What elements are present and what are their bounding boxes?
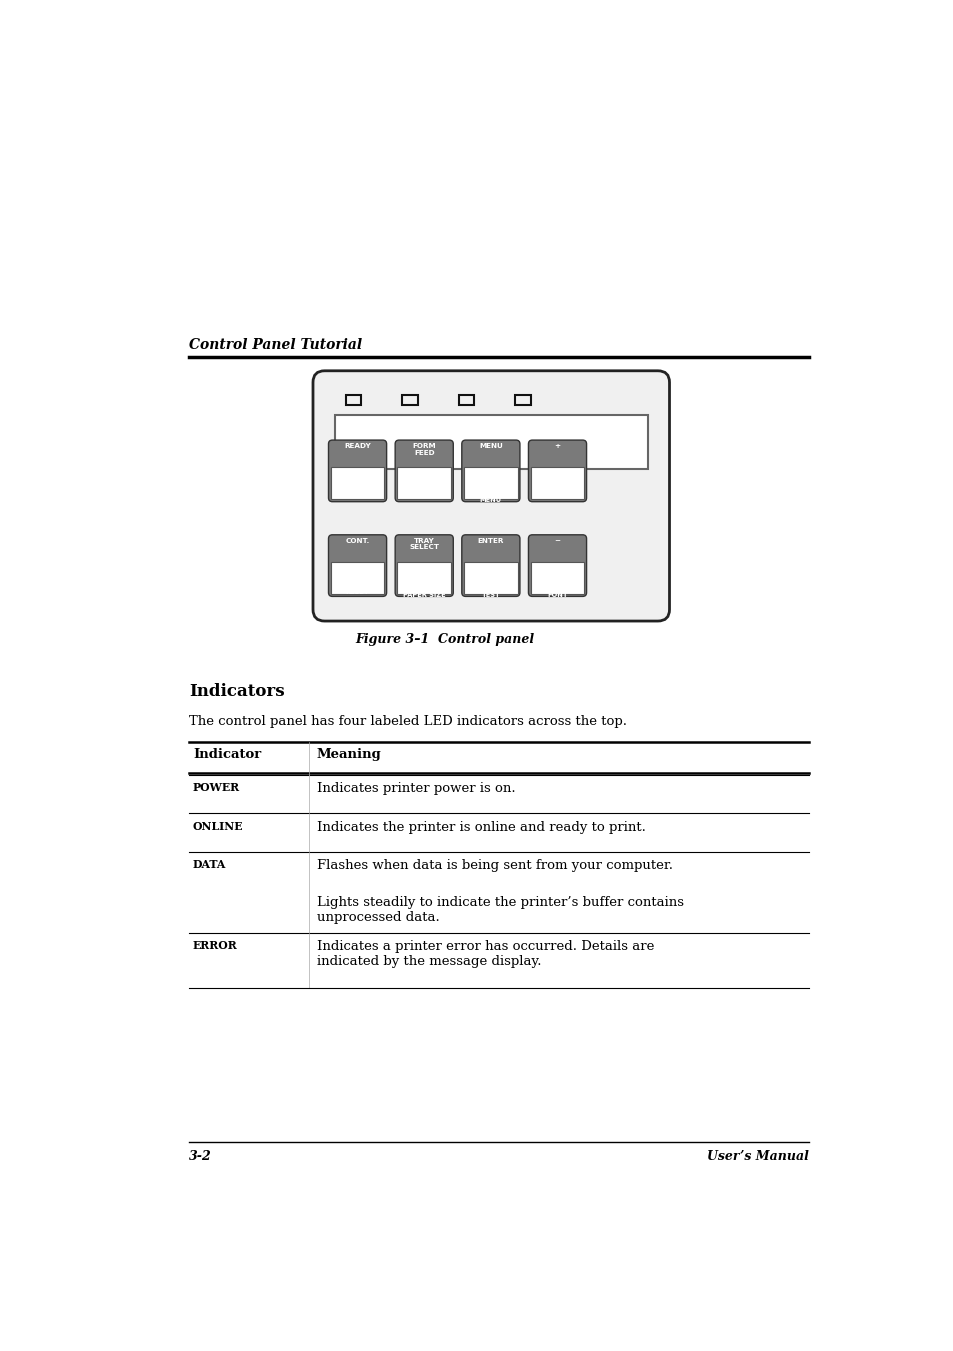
Text: FORM
FEED: FORM FEED bbox=[412, 443, 436, 455]
Text: Figure 3–1  Control panel: Figure 3–1 Control panel bbox=[355, 632, 535, 646]
FancyBboxPatch shape bbox=[395, 440, 453, 501]
Bar bbox=[515, 394, 530, 405]
Text: User’s Manual: User’s Manual bbox=[706, 1150, 808, 1163]
Text: Lights steadily to indicate the printer’s buffer contains
unprocessed data.: Lights steadily to indicate the printer’… bbox=[316, 896, 683, 924]
Text: The control panel has four labeled LED indicators across the top.: The control panel has four labeled LED i… bbox=[189, 715, 626, 728]
Text: ERROR: ERROR bbox=[193, 940, 237, 951]
Text: ONLINE: ONLINE bbox=[193, 821, 243, 832]
Text: Indicates a printer error has occurred. Details are
indicated by the message dis: Indicates a printer error has occurred. … bbox=[316, 940, 654, 969]
Bar bbox=[331, 562, 384, 594]
Text: PRINT
FONT: PRINT FONT bbox=[545, 586, 568, 598]
Bar bbox=[458, 394, 474, 405]
Bar bbox=[530, 562, 583, 594]
Bar bbox=[345, 394, 360, 405]
Text: MFF
PAPER SIZE: MFF PAPER SIZE bbox=[402, 586, 445, 598]
Text: RESET: RESET bbox=[345, 589, 369, 594]
Text: Indicator: Indicator bbox=[193, 748, 261, 761]
Bar bbox=[397, 562, 451, 594]
FancyBboxPatch shape bbox=[328, 535, 386, 596]
Text: Flashes when data is being sent from your computer.: Flashes when data is being sent from you… bbox=[316, 859, 672, 873]
FancyBboxPatch shape bbox=[528, 440, 586, 501]
FancyBboxPatch shape bbox=[313, 370, 669, 621]
FancyBboxPatch shape bbox=[461, 440, 519, 501]
Bar bbox=[402, 394, 417, 405]
Bar bbox=[530, 467, 583, 500]
FancyBboxPatch shape bbox=[461, 535, 519, 596]
Text: Indicators: Indicators bbox=[189, 682, 284, 700]
Text: Control Panel Tutorial: Control Panel Tutorial bbox=[189, 338, 362, 351]
Bar bbox=[335, 416, 647, 469]
Text: READY: READY bbox=[344, 443, 371, 449]
Text: +: + bbox=[554, 443, 560, 449]
Text: −: − bbox=[554, 538, 560, 544]
FancyBboxPatch shape bbox=[395, 535, 453, 596]
Text: 3-2: 3-2 bbox=[189, 1150, 212, 1163]
Text: MENU: MENU bbox=[478, 443, 502, 449]
Text: ENTER: ENTER bbox=[477, 538, 503, 544]
Bar bbox=[464, 467, 517, 500]
Text: POWER: POWER bbox=[193, 782, 240, 793]
Text: DATA: DATA bbox=[193, 859, 226, 870]
Bar bbox=[464, 562, 517, 594]
Text: SELF
TEST: SELF TEST bbox=[481, 586, 499, 598]
Bar bbox=[331, 467, 384, 500]
FancyBboxPatch shape bbox=[528, 535, 586, 596]
Text: Indicates the printer is online and ready to print.: Indicates the printer is online and read… bbox=[316, 821, 645, 834]
Text: Indicates printer power is on.: Indicates printer power is on. bbox=[316, 782, 515, 796]
Bar bbox=[397, 467, 451, 500]
Text: CONT.: CONT. bbox=[345, 538, 370, 544]
Text: TRAY
SELECT: TRAY SELECT bbox=[409, 538, 438, 550]
FancyBboxPatch shape bbox=[328, 440, 386, 501]
Text: Meaning: Meaning bbox=[316, 748, 381, 761]
Text: RESET
MENU: RESET MENU bbox=[478, 490, 502, 504]
